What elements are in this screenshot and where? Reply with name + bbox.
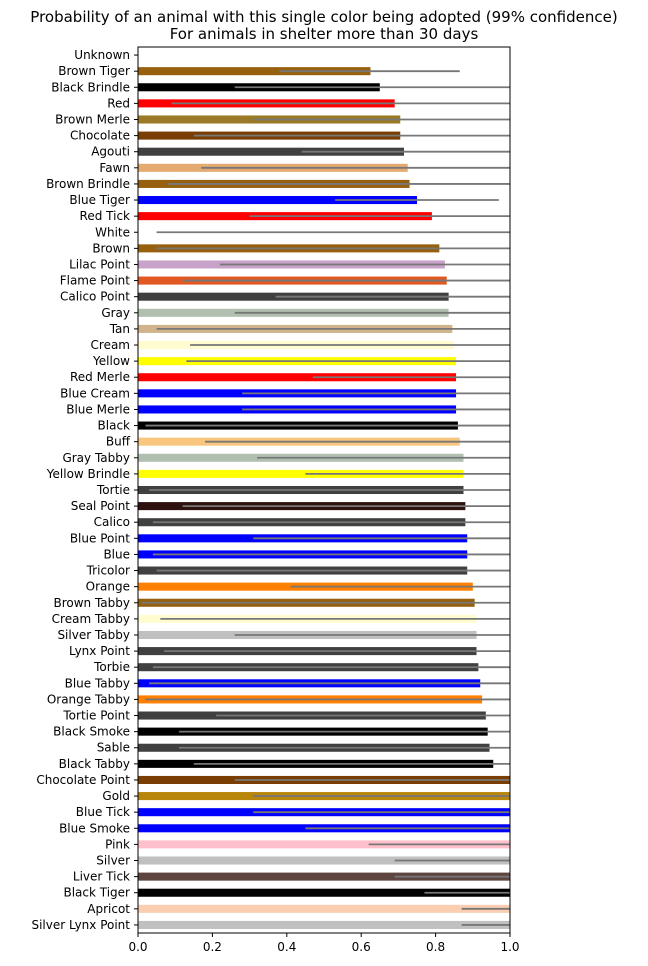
y-tick-label: Silver — [96, 854, 130, 868]
y-tick-label: Sable — [97, 741, 130, 755]
y-tick-label: Blue Merle — [66, 402, 130, 416]
x-tick-label: 0.0 — [128, 940, 147, 954]
y-tick-label: Gray Tabby — [62, 451, 130, 465]
y-tick-label: Black Tiger — [63, 886, 130, 900]
y-tick-label: Brown Brindle — [46, 177, 130, 191]
y-tick-label: Black Smoke — [53, 725, 130, 739]
y-tick-label: Liver Tick — [73, 870, 130, 884]
y-tick-label: Unknown — [74, 48, 130, 62]
x-axis-ticks: 0.0 0.2 0.4 0.6 0.8 1.0 — [128, 933, 520, 954]
bar-pink — [138, 840, 510, 849]
bar-liver-tick — [138, 872, 510, 881]
y-tick-label: Torbie — [93, 660, 130, 674]
y-tick-labels: Unknown Brown Tiger Black Brindle Red Brown … — [31, 48, 138, 932]
bar-brown-tiger — [138, 67, 371, 76]
chart-subtitle: For animals in shelter more than 30 days — [170, 25, 479, 43]
bar-blue-tiger — [138, 196, 417, 205]
bars-group — [138, 67, 510, 929]
y-tick-label: Tan — [109, 322, 130, 336]
plot-frame — [137, 46, 511, 934]
bar-apricot — [138, 904, 510, 913]
y-tick-label: Pink — [105, 837, 130, 851]
bar-agouti — [138, 147, 404, 156]
y-tick-label: Blue Point — [70, 531, 130, 545]
y-tick-label: Brown Tabby — [53, 596, 130, 610]
y-tick-label: Yellow Brindle — [46, 467, 130, 481]
bar-silver-lynx-point — [138, 920, 510, 929]
x-tick-label: 0.2 — [203, 940, 222, 954]
y-tick-label: Gold — [102, 789, 130, 803]
y-tick-label: Blue Cream — [60, 386, 130, 400]
y-tick-label: Blue Tiger — [69, 193, 130, 207]
bar-yellow-brindle — [138, 469, 464, 478]
y-tick-label: Gray — [101, 306, 130, 320]
y-tick-label: Orange Tabby — [47, 692, 130, 706]
y-tick-label: Red Tick — [80, 209, 131, 223]
y-tick-label: Brown Tiger — [58, 64, 130, 78]
y-tick-label: White — [95, 225, 130, 239]
y-tick-label: Brown Merle — [55, 112, 130, 126]
y-tick-label: Calico Point — [60, 290, 130, 304]
y-tick-label: Black Tabby — [59, 757, 130, 771]
y-tick-label: Yellow — [92, 354, 130, 368]
x-tick-label: 0.6 — [352, 940, 371, 954]
bar-red-merle — [138, 373, 457, 382]
y-tick-label: Chocolate — [70, 129, 130, 143]
y-tick-label: Buff — [106, 435, 131, 449]
y-tick-label: Black Brindle — [51, 80, 130, 94]
y-tick-label: Cream — [91, 338, 130, 352]
y-tick-label: Flame Point — [60, 274, 131, 288]
y-tick-label: Tortie Point — [62, 709, 130, 723]
bar-black-tiger — [138, 888, 510, 897]
y-tick-label: Cream Tabby — [52, 612, 130, 626]
y-tick-label: Tortie — [96, 483, 130, 497]
y-tick-label: Seal Point — [71, 499, 131, 513]
y-tick-label: Apricot — [87, 902, 130, 916]
y-tick-label: Tricolor — [86, 564, 130, 578]
x-tick-label: 0.8 — [426, 940, 445, 954]
y-tick-label: Blue — [103, 547, 130, 561]
bar-silver — [138, 856, 510, 865]
y-tick-label: Agouti — [91, 145, 130, 159]
y-tick-label: Black — [98, 419, 131, 433]
y-tick-label: Blue Tick — [76, 805, 130, 819]
x-tick-label: 1.0 — [500, 940, 519, 954]
y-tick-label: Brown — [92, 241, 130, 255]
y-tick-label: Chocolate Point — [36, 773, 130, 787]
y-tick-label: Blue Smoke — [59, 821, 130, 835]
y-tick-label: Orange — [86, 580, 130, 594]
x-tick-label: 0.4 — [277, 940, 296, 954]
chart-title: Probability of an animal with this singl… — [30, 8, 617, 26]
y-tick-label: Lynx Point — [69, 644, 130, 658]
y-tick-label: Red — [107, 96, 130, 110]
y-tick-label: Red Merle — [70, 370, 130, 384]
y-tick-label: Calico — [94, 515, 130, 529]
y-tick-label: Lilac Point — [69, 257, 130, 271]
y-tick-label: Blue Tabby — [65, 676, 130, 690]
y-tick-label: Silver Tabby — [57, 628, 130, 642]
y-tick-label: Silver Lynx Point — [31, 918, 130, 932]
y-tick-label: Fawn — [99, 161, 130, 175]
